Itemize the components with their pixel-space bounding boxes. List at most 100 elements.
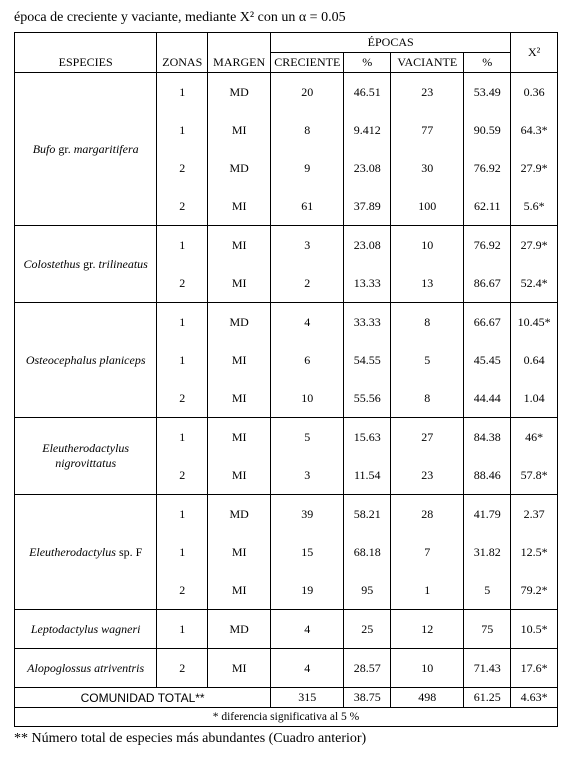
cell-pct2: 5 [464,571,511,610]
cell-x2: 57.8* [511,456,558,495]
totals-p2: 61.25 [464,688,511,708]
cell-margen: MI [208,456,271,495]
col-margen: MARGEN [208,33,271,73]
cell-zona: 2 [157,456,208,495]
cell-zona: 2 [157,264,208,303]
cell-pct2: 76.92 [464,226,511,265]
cell-zona: 1 [157,533,208,571]
cell-x2: 17.6* [511,649,558,688]
cell-margen: MI [208,379,271,418]
species-name: Leptodactylus wagneri [15,610,157,649]
table-row: Alopoglossus atriventris2MI428.571071.43… [15,649,558,688]
cell-zona: 2 [157,571,208,610]
cell-vaciante: 77 [391,111,464,149]
cell-vaciante: 23 [391,73,464,112]
cell-pct1: 55.56 [344,379,391,418]
footnote: * diferencia significativa al 5 % [15,708,558,727]
cell-pct1: 54.55 [344,341,391,379]
cell-creciente: 8 [271,111,344,149]
cell-pct1: 28.57 [344,649,391,688]
col-pct1: % [344,53,391,73]
cell-zona: 2 [157,187,208,226]
caption-bottom: ** Número total de especies más abundant… [14,731,558,747]
cell-x2: 0.36 [511,73,558,112]
cell-vaciante: 13 [391,264,464,303]
cell-margen: MD [208,610,271,649]
cell-zona: 1 [157,495,208,534]
totals-x2: 4.63* [511,688,558,708]
species-name: Bufo gr. margaritifera [15,73,157,226]
cell-creciente: 61 [271,187,344,226]
cell-x2: 79.2* [511,571,558,610]
cell-pct2: 53.49 [464,73,511,112]
cell-creciente: 9 [271,149,344,187]
cell-pct1: 25 [344,610,391,649]
table-row: Bufo gr. margaritifera1MD2046.512353.490… [15,73,558,112]
cell-margen: MI [208,264,271,303]
cell-creciente: 4 [271,649,344,688]
cell-vaciante: 23 [391,456,464,495]
cell-vaciante: 5 [391,341,464,379]
cell-vaciante: 7 [391,533,464,571]
cell-pct2: 62.11 [464,187,511,226]
cell-creciente: 20 [271,73,344,112]
cell-creciente: 19 [271,571,344,610]
cell-pct1: 23.08 [344,149,391,187]
cell-zona: 1 [157,610,208,649]
cell-pct1: 37.89 [344,187,391,226]
cell-creciente: 3 [271,226,344,265]
cell-zona: 1 [157,418,208,457]
cell-pct1: 68.18 [344,533,391,571]
totals-p1: 38.75 [344,688,391,708]
cell-pct1: 95 [344,571,391,610]
cell-pct2: 76.92 [464,149,511,187]
cell-margen: MI [208,418,271,457]
col-zonas: ZONAS [157,33,208,73]
cell-vaciante: 30 [391,149,464,187]
cell-zona: 2 [157,379,208,418]
cell-pct2: 75 [464,610,511,649]
cell-zona: 1 [157,303,208,342]
species-name: Osteocephalus planiceps [15,303,157,418]
caption-top: época de creciente y vaciante, mediante … [14,10,558,26]
cell-vaciante: 1 [391,571,464,610]
cell-x2: 1.04 [511,379,558,418]
cell-pct2: 66.67 [464,303,511,342]
cell-vaciante: 12 [391,610,464,649]
cell-pct2: 90.59 [464,111,511,149]
totals-label: COMUNIDAD TOTAL** [15,688,271,708]
cell-creciente: 3 [271,456,344,495]
cell-zona: 1 [157,341,208,379]
totals-row: COMUNIDAD TOTAL**31538.7549861.254.63* [15,688,558,708]
col-epocas: ÉPOCAS [271,33,511,53]
totals-vac: 498 [391,688,464,708]
cell-pct2: 44.44 [464,379,511,418]
cell-pct1: 23.08 [344,226,391,265]
cell-x2: 5.6* [511,187,558,226]
cell-creciente: 4 [271,303,344,342]
cell-margen: MD [208,303,271,342]
cell-zona: 1 [157,226,208,265]
cell-x2: 52.4* [511,264,558,303]
species-name: Eleutherodactylus sp. F [15,495,157,610]
col-creciente: CRECIENTE [271,53,344,73]
col-especies: ESPECIES [15,33,157,73]
table-row: Osteocephalus planiceps1MD433.33866.6710… [15,303,558,342]
cell-creciente: 39 [271,495,344,534]
cell-vaciante: 8 [391,379,464,418]
cell-vaciante: 8 [391,303,464,342]
cell-x2: 64.3* [511,111,558,149]
cell-pct2: 71.43 [464,649,511,688]
table-row: Eleutherodactylus nigrovittatus1MI515.63… [15,418,558,457]
cell-x2: 0.64 [511,341,558,379]
cell-pct2: 45.45 [464,341,511,379]
cell-creciente: 15 [271,533,344,571]
cell-pct2: 88.46 [464,456,511,495]
cell-pct1: 11.54 [344,456,391,495]
cell-margen: MI [208,226,271,265]
table-row: Eleutherodactylus sp. F1MD3958.212841.79… [15,495,558,534]
cell-margen: MD [208,495,271,534]
cell-pct1: 46.51 [344,73,391,112]
cell-pct1: 33.33 [344,303,391,342]
col-vaciante: VACIANTE [391,53,464,73]
